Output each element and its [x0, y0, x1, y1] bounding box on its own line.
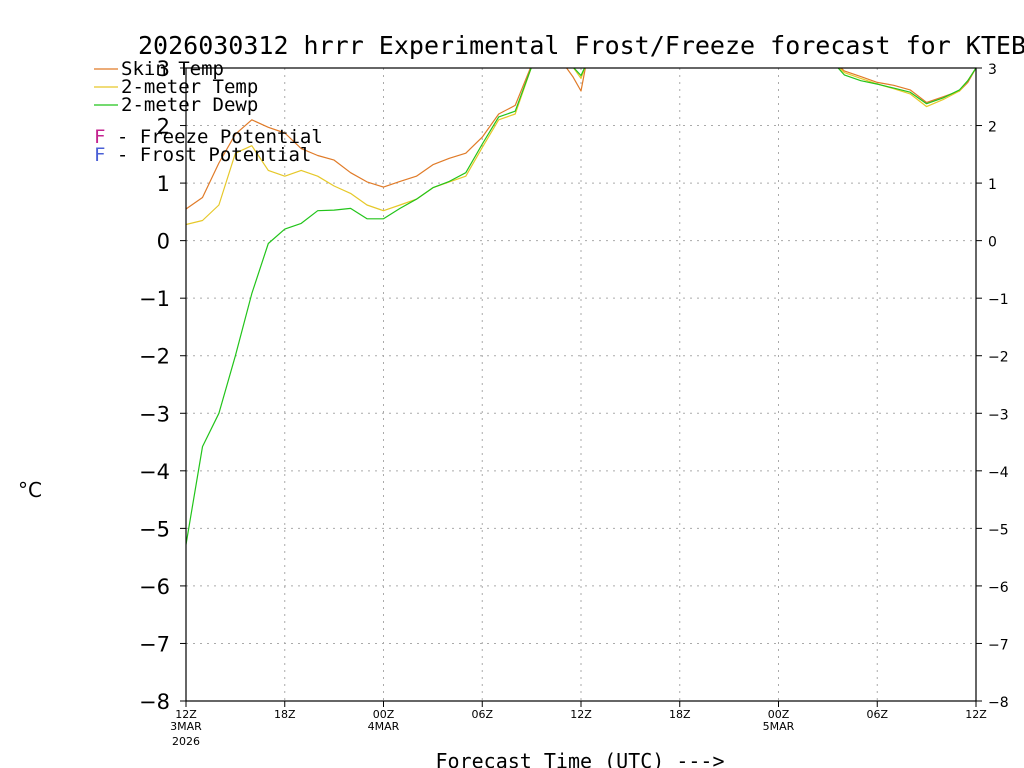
y-tick-label-right: −4 [988, 465, 1009, 481]
legend-frost-potential: F - Frost Potential [94, 144, 311, 166]
x-tick-label: 12Z [570, 708, 592, 721]
y-tick-label-right: 0 [988, 235, 997, 251]
y-tick-label-right: −8 [988, 695, 1009, 711]
y-tick-label-left: 0 [157, 230, 170, 254]
series-group [186, 68, 976, 545]
x-tick-label: 18Z [274, 708, 296, 721]
legend: Skin Temp 2-meter Temp 2-meter Dewp F - … [94, 58, 323, 166]
y-tick-label-right: −2 [988, 350, 1009, 366]
y-tick-label-right: −1 [988, 292, 1009, 308]
x-tick-label: 12Z [175, 708, 197, 721]
y-tick-label-right: −6 [988, 580, 1009, 596]
y-tick-label-left: −2 [139, 345, 170, 369]
legend-2m-temp-label: 2-meter Temp [121, 76, 258, 98]
y-tick-labels: −8 −8 −7 −7 −6 −6 −5 −5 −4 −4 −3 −3 −2 −2 −1 −1 0 0 1 1 2 2 3 3 [139, 57, 1009, 714]
x-tick-date: 5MAR [763, 720, 795, 733]
series-skin-temp [186, 68, 976, 210]
y-tick-label-right: 2 [988, 120, 997, 136]
y-tick-label-right: 3 [988, 62, 997, 78]
x-tick-label: 18Z [669, 708, 691, 721]
y-tick-label-left: −4 [139, 460, 170, 484]
series-2-meter-dewp [186, 68, 976, 545]
legend-freeze-potential: F - Freeze Potential [94, 126, 323, 148]
x-tick-label: 00Z [373, 708, 395, 721]
y-axis-label: °C [18, 478, 42, 502]
legend-skin-temp-label: Skin Temp [121, 58, 224, 80]
y-tick-label-left: −7 [139, 632, 170, 656]
legend-frost-text: - Frost Potential [105, 144, 311, 166]
x-tick-date: 4MAR [368, 720, 400, 733]
axes [180, 67, 982, 707]
legend-2m-dewp-label: 2-meter Dewp [121, 94, 258, 116]
x-tick-label: 00Z [768, 708, 790, 721]
legend-freeze-letter: F [94, 126, 105, 148]
y-tick-label-left: −8 [139, 690, 170, 714]
y-tick-label-left: 1 [157, 172, 170, 196]
y-tick-label-right: −7 [988, 637, 1009, 653]
y-tick-label-left: −6 [139, 575, 170, 599]
x-tick-year: 2026 [172, 735, 200, 748]
x-tick-label: 06Z [471, 708, 493, 721]
x-tick-date: 3MAR [170, 720, 202, 733]
y-tick-label-left: −3 [139, 402, 170, 426]
grid [186, 68, 976, 701]
x-tick-label: 12Z [965, 708, 987, 721]
legend-freeze-text: - Freeze Potential [105, 126, 322, 148]
x-tick-label: 06Z [866, 708, 888, 721]
y-tick-label-right: 1 [988, 177, 997, 193]
chart-title: 2026030312 hrrr Experimental Frost/Freez… [138, 31, 1024, 60]
y-tick-label-left: −5 [139, 517, 170, 541]
legend-frost-letter: F [94, 144, 105, 166]
y-tick-label-right: −3 [988, 407, 1009, 423]
x-axis-label: Forecast Time (UTC) ---> [436, 749, 725, 768]
y-tick-label-left: 3 [157, 57, 170, 81]
y-tick-label-right: −5 [988, 522, 1009, 538]
y-tick-label-left: −1 [139, 287, 170, 311]
y-tick-label-left: 2 [157, 115, 170, 139]
